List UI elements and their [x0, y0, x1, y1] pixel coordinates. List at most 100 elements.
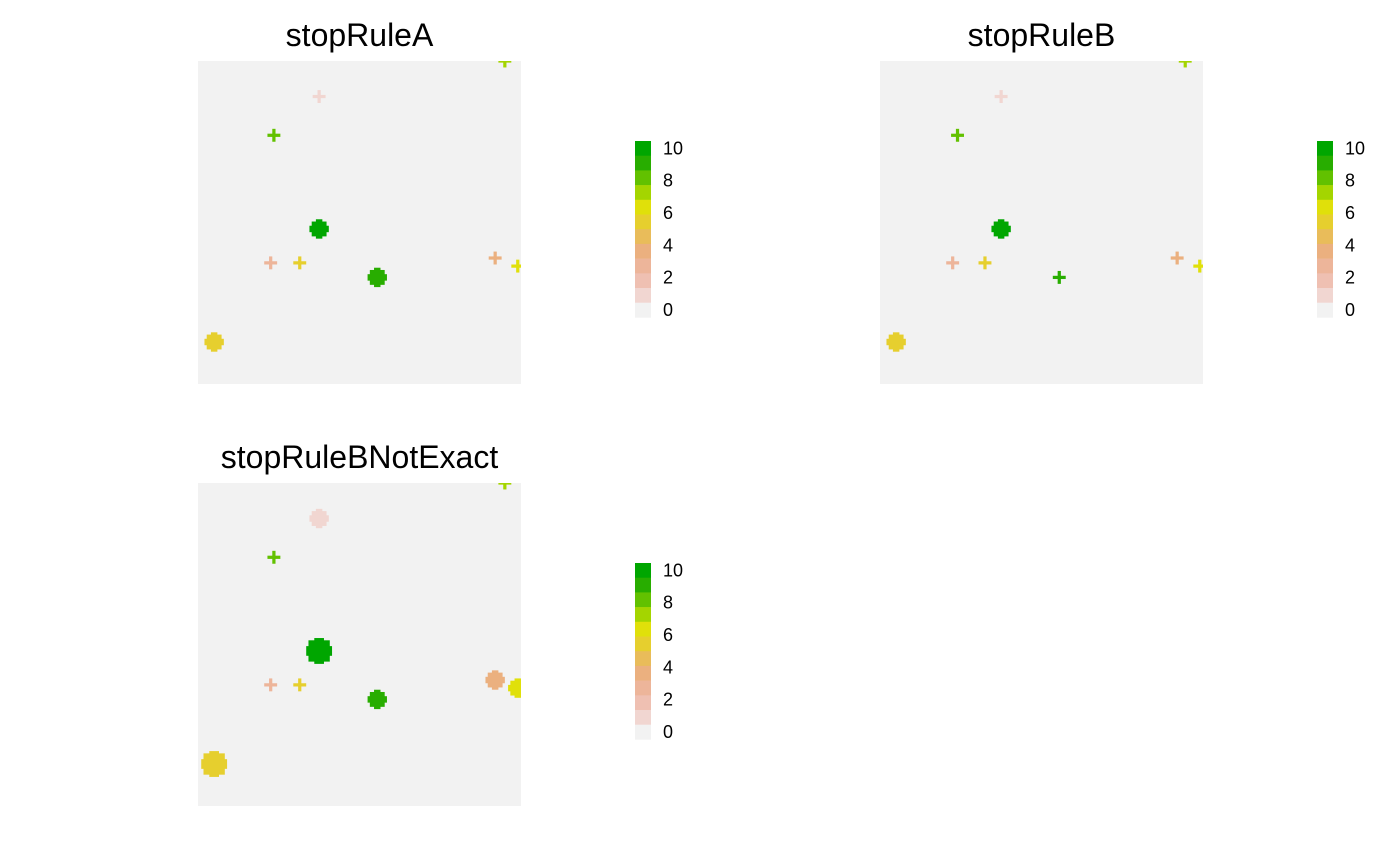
cluster-cell: [498, 483, 512, 485]
legend-swatch: [1317, 155, 1333, 171]
cluster-cell: [264, 261, 278, 265]
cluster-5: [293, 256, 307, 270]
cluster-cell: [510, 680, 521, 696]
cluster-cell: [488, 256, 502, 260]
cluster-cell: [267, 555, 281, 559]
cluster-3: [306, 638, 333, 664]
legend-tick-label: 0: [663, 300, 673, 320]
cluster-cell: [503, 61, 507, 68]
cluster-cell: [308, 640, 330, 662]
cluster-cell: [1052, 275, 1066, 280]
legend-swatch: [635, 695, 651, 711]
legend-tick-label: 6: [663, 203, 673, 223]
legend-swatch: [635, 214, 651, 230]
panel-title: stopRuleA: [286, 17, 434, 53]
cluster-cell: [267, 133, 281, 137]
legend-tick-label: 2: [663, 268, 673, 288]
legend-swatch: [1317, 214, 1333, 230]
legend-swatch: [1317, 288, 1333, 303]
legend-swatch: [635, 665, 651, 681]
cluster-cell: [1193, 264, 1203, 268]
cluster-9: [886, 332, 906, 352]
legend-swatch: [635, 273, 651, 289]
legend-swatch: [635, 724, 651, 740]
cluster-cell: [1183, 61, 1187, 68]
legend-swatch: [635, 288, 651, 303]
cluster-1: [309, 508, 329, 529]
cluster-cell: [951, 133, 964, 137]
legend-swatch: [635, 592, 651, 608]
legend-tick-label: 10: [1345, 138, 1365, 158]
legend-tick-label: 2: [663, 690, 673, 710]
cluster-cell: [1170, 256, 1184, 260]
cluster-cell: [311, 511, 327, 526]
cluster-cell: [203, 753, 225, 775]
cluster-1: [994, 90, 1008, 103]
legend-tick-label: 10: [663, 560, 683, 580]
legend-swatch: [635, 229, 651, 245]
panel-1: stopRuleB 0 2 4 6 8 10: [880, 17, 1365, 384]
legend-swatch: [635, 710, 651, 725]
map-cells: [886, 61, 1203, 352]
legend-swatch: [635, 651, 651, 667]
cluster-0: [498, 61, 512, 68]
legend-tick-label: 0: [1345, 300, 1355, 320]
legend-tick-label: 4: [1345, 235, 1355, 255]
cluster-cell: [511, 264, 521, 268]
cluster-cell: [1178, 61, 1192, 63]
cluster-3: [309, 219, 329, 239]
cluster-cell: [994, 94, 1008, 99]
cluster-5: [978, 256, 992, 270]
map-cells: [201, 483, 521, 777]
cluster-8: [511, 259, 521, 273]
cluster-2: [951, 128, 964, 142]
cluster-7: [1170, 251, 1184, 265]
cluster-cell: [993, 221, 1009, 237]
cluster-3: [991, 219, 1011, 239]
cluster-cell: [293, 683, 307, 687]
legend-swatch: [1317, 185, 1333, 201]
cluster-2: [267, 128, 281, 142]
cluster-cell: [978, 261, 992, 265]
cluster-cell: [369, 691, 385, 707]
panel-2: stopRuleBNotExact 0 2 4 6 8 10: [198, 439, 683, 806]
legend-swatch: [1317, 258, 1333, 274]
cluster-8: [1193, 259, 1203, 273]
cluster-9: [204, 332, 224, 352]
cluster-4: [946, 256, 960, 270]
cluster-cell: [946, 261, 960, 265]
cluster-0: [498, 483, 512, 490]
legend-swatch: [635, 155, 651, 171]
cluster-cell: [206, 334, 222, 350]
cluster-7: [485, 670, 505, 690]
cluster-cell: [293, 261, 307, 265]
legend: 0 2 4 6 8 10: [1317, 138, 1365, 320]
legend-swatch: [635, 563, 651, 578]
legend-swatch: [635, 621, 651, 637]
cluster-cell: [888, 334, 904, 350]
legend-swatch: [1317, 243, 1333, 259]
legend-swatch: [635, 185, 651, 201]
cluster-6: [367, 267, 387, 288]
legend-swatch: [635, 199, 651, 215]
cluster-cell: [264, 683, 278, 687]
cluster-4: [264, 256, 278, 270]
panel-title: stopRuleB: [968, 17, 1116, 53]
legend-swatch: [635, 141, 651, 156]
legend-tick-label: 6: [663, 625, 673, 645]
cluster-cell: [503, 483, 507, 490]
cluster-1: [312, 90, 326, 103]
cluster-cell: [311, 221, 327, 237]
legend-swatch: [635, 243, 651, 259]
cluster-cell: [487, 672, 503, 688]
legend-tick-label: 8: [663, 593, 673, 613]
legend: 0 2 4 6 8 10: [635, 138, 683, 320]
legend-swatch: [1317, 273, 1333, 289]
legend-tick-label: 2: [1345, 268, 1355, 288]
legend-swatch: [635, 607, 651, 623]
cluster-cell: [369, 269, 385, 285]
cluster-8: [508, 678, 521, 698]
legend-swatch: [1317, 229, 1333, 245]
legend-tick-label: 8: [663, 171, 673, 191]
